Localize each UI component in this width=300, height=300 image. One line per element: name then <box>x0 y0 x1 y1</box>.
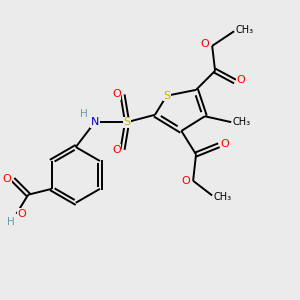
Text: S: S <box>163 91 170 101</box>
Text: N: N <box>91 117 99 127</box>
Text: S: S <box>124 117 131 127</box>
Text: H: H <box>80 109 88 119</box>
Text: O: O <box>200 39 209 50</box>
Text: CH₃: CH₃ <box>236 25 253 35</box>
Text: O: O <box>17 209 26 219</box>
Text: CH₃: CH₃ <box>213 192 232 202</box>
Text: O: O <box>220 139 229 149</box>
Text: CH₃: CH₃ <box>232 117 250 127</box>
Text: O: O <box>236 76 245 85</box>
Text: H: H <box>7 217 14 227</box>
Text: O: O <box>182 176 190 186</box>
Text: O: O <box>112 145 121 155</box>
Text: O: O <box>3 174 11 184</box>
Text: O: O <box>112 89 121 99</box>
